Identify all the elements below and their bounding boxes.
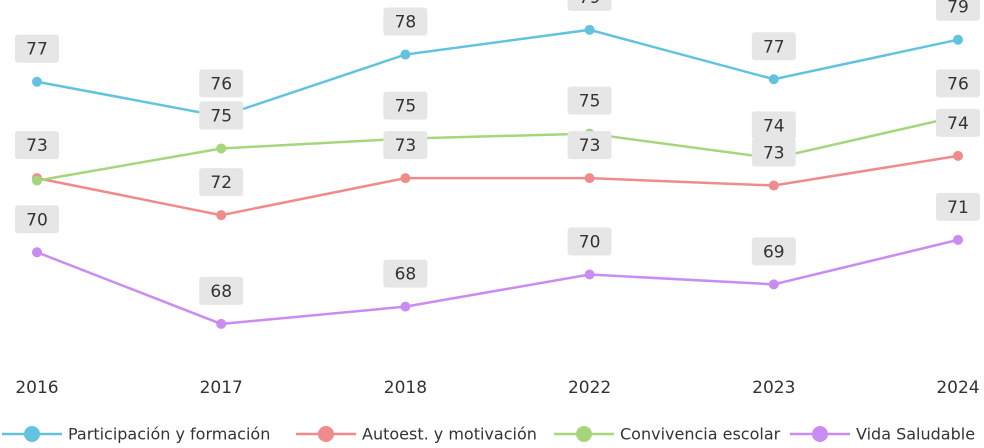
- data-point: [216, 318, 227, 329]
- data-label-box: [383, 7, 428, 36]
- data-point: [953, 234, 963, 245]
- series-line: [36, 154, 959, 217]
- data-label-box: [383, 91, 428, 120]
- x-tick-label: 2024: [936, 378, 979, 398]
- data-label-box: [199, 69, 244, 98]
- legend-marker: [812, 426, 828, 442]
- data-label: 70: [579, 233, 601, 253]
- data-label-box: [936, 108, 980, 137]
- data-label-box: [751, 237, 796, 266]
- data-label: 77: [26, 40, 48, 60]
- data-label: 73: [26, 136, 48, 156]
- data-point: [584, 269, 595, 280]
- data-point: [768, 74, 779, 85]
- data-label: 79: [947, 0, 969, 18]
- data-point: [32, 247, 42, 258]
- series-line: [36, 28, 959, 118]
- data-label: 79: [579, 0, 601, 8]
- data-label-box: [936, 69, 980, 98]
- legend-marker: [24, 426, 40, 442]
- data-point: [768, 279, 779, 290]
- data-label: 76: [947, 74, 969, 94]
- data-label: 78: [395, 13, 417, 33]
- data-label-box: [15, 205, 59, 234]
- x-tick-label: 2022: [568, 378, 611, 398]
- data-label-box: [567, 86, 612, 115]
- data-label-box: [199, 276, 244, 305]
- x-tick-label: 2016: [15, 378, 58, 398]
- series-line: [36, 238, 959, 326]
- legend-label: Participación y formación: [68, 425, 270, 444]
- data-point: [953, 150, 963, 161]
- data-point: [400, 49, 411, 60]
- data-label-box: [383, 259, 428, 288]
- data-label-box: [751, 111, 796, 140]
- legend-label: Convivencia escolar: [620, 425, 781, 444]
- data-point: [400, 301, 411, 312]
- legend-marker: [576, 426, 592, 442]
- legend-label: Autoest. y motivación: [362, 425, 537, 444]
- data-label: 68: [210, 282, 232, 302]
- series-line: [36, 115, 959, 182]
- data-label-box: [567, 131, 612, 160]
- data-label: 75: [210, 106, 232, 126]
- legend-label: Vida Saludable: [856, 425, 975, 444]
- data-label: 73: [579, 136, 601, 156]
- data-label-box: [567, 227, 612, 256]
- data-point: [953, 34, 963, 45]
- data-label-box: [15, 34, 59, 63]
- data-point: [584, 24, 595, 35]
- data-label-box: [936, 192, 980, 221]
- x-tick-label: 2018: [384, 378, 427, 398]
- data-label: 75: [395, 97, 417, 117]
- data-label: 77: [763, 37, 785, 57]
- data-label: 74: [763, 116, 785, 136]
- data-label: 69: [763, 242, 785, 262]
- data-label: 73: [763, 144, 785, 164]
- data-label: 72: [210, 173, 232, 193]
- data-label-box: [751, 138, 796, 167]
- data-label: 76: [210, 74, 232, 94]
- data-label-box: [199, 101, 244, 130]
- data-point: [216, 210, 227, 221]
- x-tick-label: 2017: [200, 378, 243, 398]
- data-label-box: [15, 131, 59, 160]
- data-label-box: [383, 131, 428, 160]
- data-point: [32, 76, 42, 87]
- data-point: [768, 180, 779, 191]
- data-label: 75: [579, 92, 601, 112]
- data-label-box: [567, 0, 612, 11]
- data-point: [216, 143, 227, 154]
- legend-marker: [318, 426, 334, 442]
- data-label-box: [751, 32, 796, 61]
- data-point: [584, 173, 595, 184]
- x-tick-label: 2023: [752, 378, 795, 398]
- data-label: 73: [395, 136, 417, 156]
- data-label: 71: [947, 198, 969, 218]
- data-label: 68: [395, 265, 417, 285]
- data-label: 70: [26, 210, 48, 230]
- data-label-box: [199, 168, 244, 197]
- data-point: [400, 173, 411, 184]
- data-point: [32, 175, 42, 186]
- data-label: 74: [947, 114, 969, 134]
- data-label-box: [936, 0, 980, 21]
